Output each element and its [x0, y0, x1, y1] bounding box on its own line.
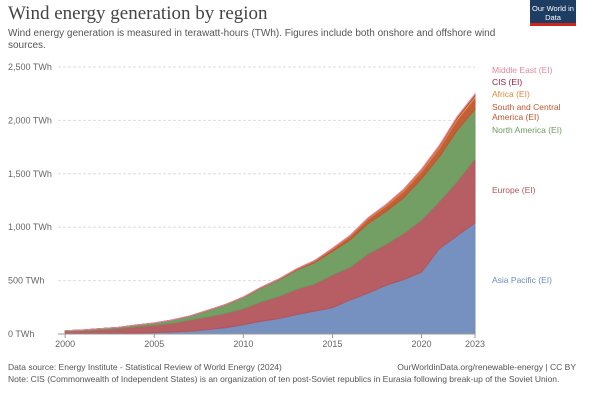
legend-entry[interactable]: Middle East (EI)	[492, 65, 553, 75]
legend-entry[interactable]: North America (EI)	[492, 125, 562, 135]
y-tick-label: 2,000 TWh	[8, 115, 52, 125]
x-tick-label: 2010	[233, 339, 253, 349]
x-tick-label: 2020	[412, 339, 432, 349]
x-tick-label: 2005	[144, 339, 164, 349]
x-tick-label: 2000	[55, 339, 75, 349]
y-tick-label: 1,000 TWh	[8, 222, 52, 232]
chart-subtitle: Wind energy generation is measured in te…	[8, 28, 496, 51]
legend-entry[interactable]: South and Central America (EI)	[492, 102, 561, 122]
source: Data source: Energy Institute - Statisti…	[8, 362, 282, 372]
y-tick-label: 0 TWh	[8, 329, 34, 339]
legend-entry[interactable]: CIS (EI)	[492, 77, 523, 87]
chart-title: Wind energy generation by region	[8, 3, 268, 24]
y-tick-label: 2,500 TWh	[8, 62, 52, 72]
note: Note: CIS (Commonwealth of Independent S…	[8, 374, 560, 384]
legend-entry[interactable]: Europe (EI)	[492, 185, 536, 195]
area	[65, 92, 476, 332]
logo[interactable]: Our World in Data	[530, 0, 576, 26]
legend-entry[interactable]: Africa (EI)	[492, 89, 530, 99]
y-tick-label: 1,500 TWh	[8, 169, 52, 179]
y-tick-label: 500 TWh	[8, 276, 44, 286]
legend-entry[interactable]: Asia Pacific (EI)	[492, 275, 552, 285]
x-tick-label: 2023	[465, 339, 485, 349]
x-tick-label: 2015	[322, 339, 342, 349]
url[interactable]: OurWorldinData.org/renewable-energy | CC…	[397, 362, 576, 372]
